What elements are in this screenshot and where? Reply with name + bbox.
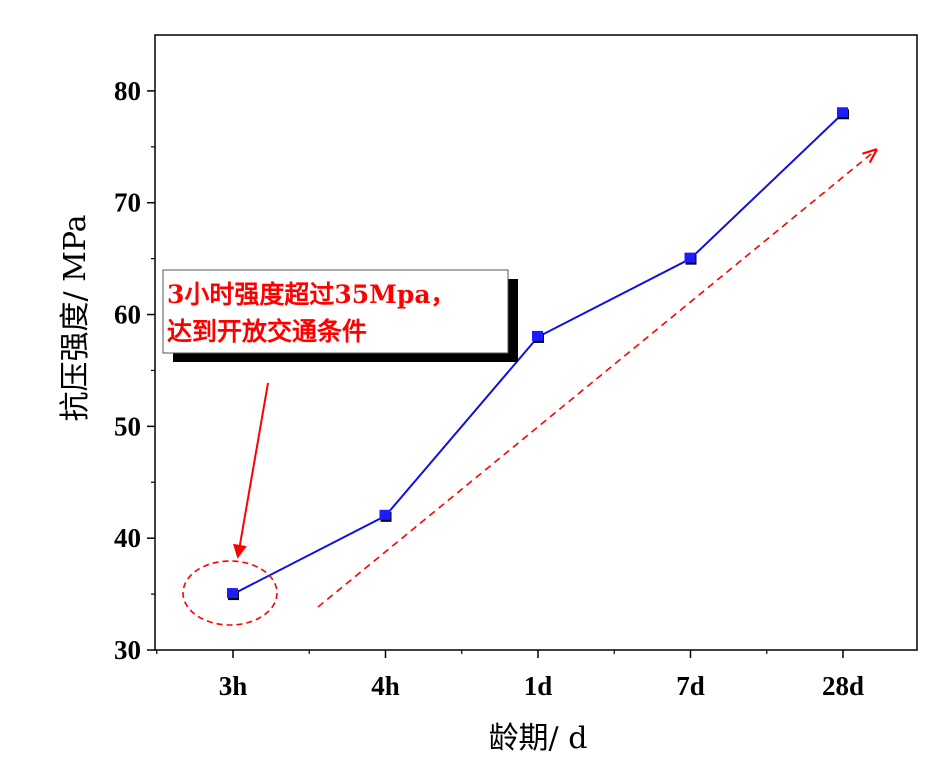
data-point [379, 509, 392, 522]
y-tick-label: 70 [114, 188, 141, 218]
data-point [227, 588, 239, 601]
y-tick-label: 80 [114, 76, 141, 106]
x-axis-title: 龄期/ d [489, 721, 588, 756]
y-tick-label: 40 [114, 523, 141, 553]
data-point-marker [837, 107, 848, 118]
y-tick-label: 30 [114, 635, 141, 665]
x-tick-label: 1d [524, 671, 553, 701]
x-tick-label: 7d [676, 671, 705, 701]
annotation-box: 3小时强度超过35Mpa， 达到开放交通条件 [162, 269, 518, 362]
x-tick-label: 4h [371, 671, 400, 701]
annotation-line-2: 达到开放交通条件 [167, 317, 367, 346]
data-point-marker [227, 588, 238, 599]
annotation-arrow [233, 382, 269, 559]
x-axis: 3h 4h 1d 7d 28d [156, 650, 864, 701]
data-point-marker [684, 252, 696, 263]
highlight-ellipse [182, 560, 278, 626]
data-point [837, 107, 849, 120]
data-point-marker [379, 509, 391, 520]
data-point [532, 330, 544, 343]
y-tick-label: 60 [114, 300, 141, 330]
data-point-marker [532, 330, 543, 341]
data-point [684, 252, 697, 265]
x-tick-label: 3h [219, 671, 248, 701]
series-layer [227, 107, 849, 601]
y-axis-title: 抗压强度/ MPa [58, 214, 93, 421]
x-tick-label: 28d [822, 671, 864, 701]
y-tick-label: 50 [114, 411, 141, 441]
trend-arrow [317, 150, 876, 608]
y-axis: 30 40 50 60 70 80 [114, 76, 155, 665]
annotation-line-1: 3小时强度超过35Mpa， [167, 280, 456, 309]
annotation-box-face [162, 269, 509, 354]
plot-frame [154, 34, 918, 651]
